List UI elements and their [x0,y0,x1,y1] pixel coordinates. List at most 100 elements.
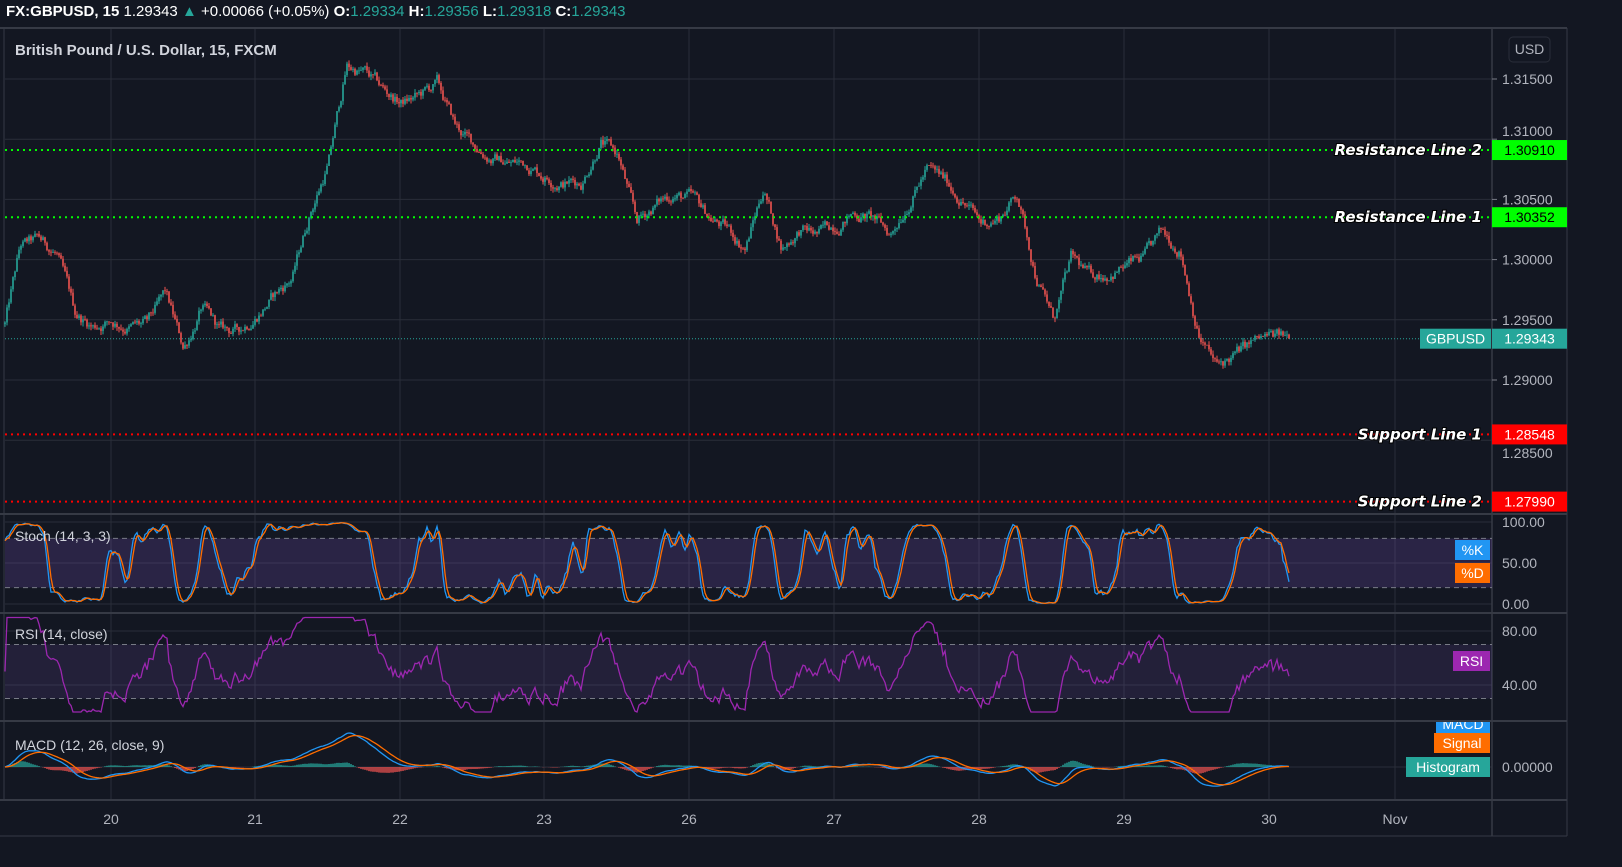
candle [218,321,220,329]
candle [350,64,352,71]
candle [976,209,978,218]
candle-body [66,270,68,277]
candle [1038,284,1040,288]
price-line-badge[interactable]: 1.27990 [1492,491,1567,512]
candle-body [244,326,246,331]
candle-body [232,328,234,334]
candle-body [452,114,454,117]
candle-body [1216,359,1218,362]
candle-body [304,233,306,237]
candle [1240,342,1242,353]
macd-title[interactable]: MACD (12, 26, close, 9) [15,737,164,753]
price-line-badge[interactable]: 1.28548 [1492,424,1567,445]
signal-badge[interactable]: Signal [1434,733,1490,753]
candle-body [586,176,588,177]
candle [654,204,656,211]
candle-body [462,134,464,136]
candle [68,274,70,292]
candle-body [728,225,730,227]
price-line-badge[interactable]: 1.30910 [1492,140,1567,161]
candle [1016,196,1018,203]
candle-body [1256,335,1258,337]
rsi-badge[interactable]: RSI [1453,651,1490,671]
stoch-k-badge[interactable]: %K [1455,540,1490,560]
symbol-label[interactable]: FX:GBPUSD, 15 [6,3,120,20]
time-tick-label: 21 [247,811,263,827]
candle-body [90,325,92,327]
candle-body [336,111,338,125]
candle [1072,248,1074,258]
last-price-badge[interactable]: 1.29343 [1492,328,1567,349]
last-price: 1.29343 [123,3,178,20]
candle-body [200,309,202,311]
candle [996,214,998,225]
candle-body [936,168,938,170]
histogram-badge[interactable]: Histogram [1406,757,1490,777]
currency-button[interactable]: USD [1508,36,1551,63]
candle [1218,359,1220,365]
candle-body [1230,357,1232,362]
candle [1074,251,1076,259]
candle-body [706,213,708,218]
candle-body [864,213,866,219]
candle [758,199,760,209]
candle [314,200,316,213]
candle [1082,263,1084,269]
candle-body [912,196,914,208]
candle-body [672,198,674,203]
candle [1056,308,1058,319]
rsi-title[interactable]: RSI (14, close) [15,626,108,642]
candle-body [564,181,566,188]
candle-body [376,72,378,81]
symbol-badge[interactable]: GBPUSD [1420,328,1491,349]
candle [836,228,838,235]
candle-body [764,194,766,196]
candle [420,89,422,100]
candle [178,321,180,334]
candle-body [10,289,12,303]
stoch-title[interactable]: Stoch (14, 3, 3) [15,528,111,544]
candle-body [680,192,682,199]
candle [566,180,568,185]
candle-body [234,324,236,329]
candle [440,81,442,94]
candle [520,160,522,164]
candle [768,196,770,204]
candle-body [544,177,546,182]
candle-body [414,92,416,98]
candle-body [1148,241,1150,244]
stoch-d-badge[interactable]: %D [1455,563,1490,583]
candle [700,199,702,208]
candle [886,225,888,237]
candle [422,88,424,99]
candle-body [230,332,232,334]
candle [498,155,500,162]
candle [538,172,540,177]
axes[interactable]: 1.31500 1.31000 1.30500 1.30000 1.29500 1.290… [0,71,1567,827]
candle-body [450,103,452,115]
candle [804,225,806,230]
candle [486,156,488,165]
candle [90,322,92,331]
candle-body [1262,336,1264,337]
candle [394,93,396,105]
candle [468,129,470,138]
candle-body [446,100,448,103]
candle [252,321,254,329]
price-line-badge-bg [1492,491,1567,512]
candle-body [798,232,800,236]
horizontal-lines[interactable]: Resistance Line 2 Resistance Line 1 Suppor… [5,140,1492,512]
candle-body [1054,317,1056,319]
price-line-badge[interactable]: 1.30352 [1492,207,1567,228]
candle [1004,211,1006,217]
candle [222,318,224,330]
candle-body [940,172,942,174]
candle-body [598,147,600,159]
candle [156,297,158,307]
candle-body [830,227,832,230]
candle-body [314,203,316,210]
candle-body [712,221,714,223]
candle [382,82,384,89]
candle [590,166,592,176]
